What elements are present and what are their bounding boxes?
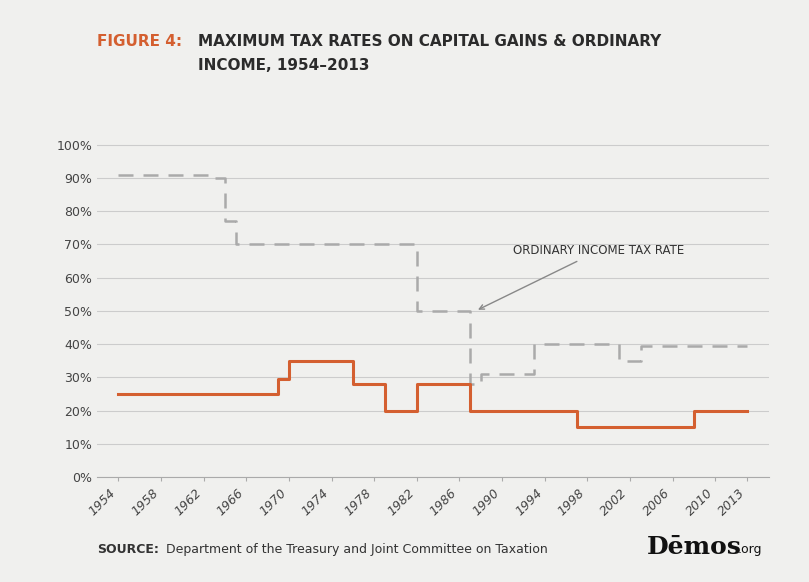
Text: MAXIMUM TAX RATES ON CAPITAL GAINS & ORDINARY: MAXIMUM TAX RATES ON CAPITAL GAINS & ORD… <box>198 34 662 49</box>
Text: Department of the Treasury and Joint Committee on Taxation: Department of the Treasury and Joint Com… <box>158 543 548 556</box>
Text: Dēmos: Dēmos <box>647 535 742 559</box>
Text: SOURCE:: SOURCE: <box>97 543 159 556</box>
Text: ORDINARY INCOME TAX RATE: ORDINARY INCOME TAX RATE <box>480 244 684 309</box>
Text: FIGURE 4:: FIGURE 4: <box>97 34 182 49</box>
Text: INCOME, 1954–2013: INCOME, 1954–2013 <box>198 58 370 73</box>
Text: .org: .org <box>738 544 762 556</box>
